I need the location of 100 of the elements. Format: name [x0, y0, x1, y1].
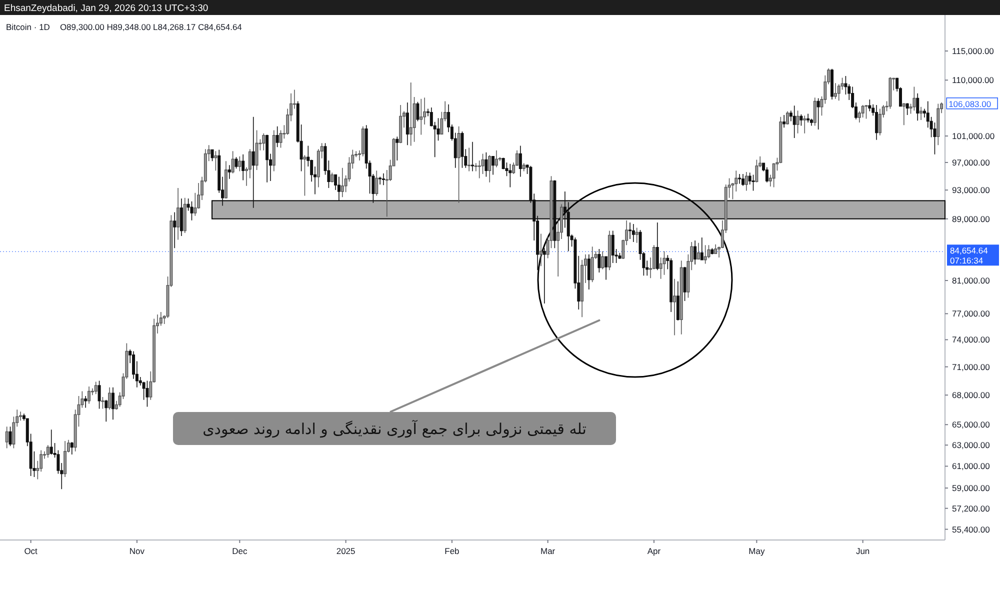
- candlestick: [741, 174, 744, 186]
- candlestick: [936, 103, 940, 146]
- candlestick: [460, 131, 464, 168]
- candlestick: [522, 162, 526, 172]
- candlestick: [378, 176, 382, 185]
- candlestick: [800, 114, 803, 126]
- candlestick: [816, 98, 820, 130]
- candlestick: [457, 126, 460, 204]
- candlestick: [468, 147, 471, 172]
- candlestick: [587, 254, 590, 290]
- candlestick: [330, 172, 334, 183]
- y-tick-label: 57,200.00: [952, 503, 990, 514]
- candlestick: [786, 110, 789, 125]
- candlestick: [670, 258, 673, 312]
- x-tick-label: 2025: [336, 546, 356, 556]
- candlestick: [628, 222, 632, 240]
- candlestick: [912, 86, 916, 111]
- candlestick: [101, 396, 104, 410]
- x-tick-label: Mar: [540, 546, 556, 556]
- candlestick: [416, 102, 420, 122]
- candlestick: [878, 108, 882, 136]
- candlestick: [361, 126, 364, 157]
- candlestick: [396, 136, 399, 161]
- candlestick: [8, 426, 12, 447]
- candlestick: [755, 159, 758, 183]
- candlestick: [399, 104, 402, 144]
- candlestick: [375, 170, 378, 196]
- candlestick: [508, 163, 512, 188]
- candlestick: [920, 106, 923, 120]
- candlestick: [792, 105, 796, 138]
- candlestick: [542, 248, 546, 304]
- y-tick-label: 97,000.00: [952, 157, 990, 168]
- x-tick-label: Jun: [856, 546, 870, 556]
- candlestick: [744, 172, 748, 192]
- candlestick: [902, 102, 906, 126]
- candlestick: [98, 380, 101, 410]
- candlestick: [656, 222, 659, 270]
- candlestick: [710, 248, 714, 255]
- candlestick: [70, 442, 74, 455]
- candlestick: [492, 156, 495, 176]
- candlestick: [604, 256, 608, 280]
- candlestick: [834, 82, 837, 100]
- y-tick-label: 110,000.00: [952, 75, 994, 86]
- candlestick: [683, 266, 686, 302]
- y-tick-label: 115,000.00: [952, 46, 994, 56]
- candlestick: [409, 82, 412, 146]
- candlestick: [183, 197, 186, 234]
- candlestick: [94, 381, 98, 395]
- candlestick: [255, 130, 258, 170]
- candlestick: [266, 134, 269, 183]
- y-tick-label: 93,000.00: [952, 185, 990, 196]
- candlestick: [190, 201, 194, 221]
- candlestick: [518, 145, 522, 178]
- candlestick: [803, 115, 806, 134]
- candlestick: [420, 98, 423, 136]
- candlestick: [488, 154, 492, 183]
- candlestick: [242, 154, 245, 181]
- candlestick: [618, 252, 622, 260]
- annotation: 106,083.00: [948, 98, 992, 109]
- y-tick-label: 71,000.00: [952, 362, 990, 372]
- candlestick: [146, 380, 149, 408]
- x-tick-label: Apr: [647, 546, 661, 556]
- candlestick: [782, 114, 786, 128]
- candlestick: [111, 387, 114, 420]
- candlestick: [494, 150, 498, 168]
- text: Bitcoin · 1D: [6, 22, 50, 32]
- y-tick-label: 81,000.00: [952, 276, 990, 286]
- y-tick-label: 55,400.00: [952, 524, 990, 534]
- x-tick-label: Oct: [24, 546, 38, 556]
- candlestick: [553, 180, 556, 249]
- candlestick: [382, 172, 385, 186]
- candlestick: [662, 250, 666, 276]
- candlestick: [738, 174, 742, 184]
- candlestick: [84, 396, 88, 408]
- candlestick: [813, 97, 816, 126]
- x-tick-label: Nov: [129, 546, 146, 556]
- candlestick: [272, 130, 276, 172]
- candlestick: [231, 150, 234, 174]
- candlestick: [868, 99, 872, 112]
- candlestick: [176, 188, 180, 240]
- candlestick: [104, 400, 108, 422]
- candlestick: [481, 153, 484, 174]
- candlestick: [108, 387, 112, 410]
- candlestick: [632, 224, 635, 242]
- x-tick-label: Dec: [232, 546, 248, 556]
- candlestick: [484, 152, 488, 178]
- candlestick: [875, 104, 878, 140]
- candlestick: [796, 110, 800, 134]
- x-tick-label: Feb: [444, 546, 460, 556]
- text: 07:16:34: [950, 256, 984, 266]
- candlestick: [228, 164, 231, 180]
- ref-line-label: 84,654.64: [950, 246, 988, 256]
- candlestick: [234, 156, 238, 169]
- candlestick: [752, 174, 755, 192]
- candlestick: [765, 166, 768, 183]
- annotation: تله قیمتی نزولی برای جمع آوری نقدینگی و ادامه روند صعودی: [202, 419, 586, 438]
- y-tick-label: 77,000.00: [952, 308, 990, 319]
- y-tick-label: 63,000.00: [952, 440, 990, 450]
- candlestick: [64, 440, 67, 478]
- candlestick: [340, 167, 344, 198]
